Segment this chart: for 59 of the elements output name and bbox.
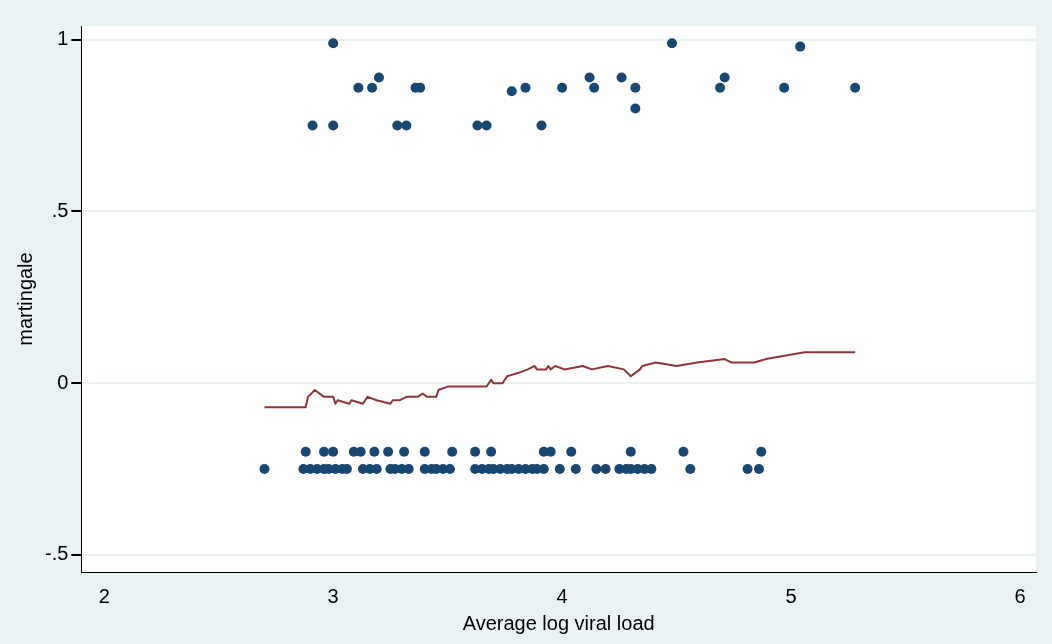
point bbox=[625, 446, 636, 457]
x-tick-label: 6 bbox=[1014, 584, 1026, 607]
point bbox=[753, 463, 764, 474]
point bbox=[616, 72, 627, 83]
point bbox=[369, 446, 380, 457]
point bbox=[715, 82, 726, 93]
y-tick-label: 1 bbox=[57, 27, 69, 50]
point bbox=[756, 446, 767, 457]
y-axis-title: martingale bbox=[13, 252, 36, 346]
x-tick-label: 2 bbox=[98, 584, 110, 607]
point bbox=[506, 86, 517, 97]
point bbox=[373, 72, 384, 83]
point bbox=[591, 463, 602, 474]
point bbox=[570, 463, 581, 474]
point bbox=[719, 72, 730, 83]
point bbox=[584, 72, 595, 83]
point bbox=[486, 446, 497, 457]
point bbox=[678, 446, 689, 457]
point bbox=[470, 446, 481, 457]
point bbox=[630, 82, 641, 93]
point bbox=[685, 463, 696, 474]
y-tick-label: 0 bbox=[57, 370, 69, 393]
point bbox=[328, 120, 339, 131]
point bbox=[481, 120, 492, 131]
point bbox=[259, 463, 270, 474]
point bbox=[307, 120, 318, 131]
point bbox=[367, 82, 378, 93]
point bbox=[554, 463, 565, 474]
x-axis-title: Average log viral load bbox=[462, 611, 655, 634]
point bbox=[589, 82, 600, 93]
point bbox=[447, 446, 458, 457]
point bbox=[328, 38, 339, 49]
point bbox=[419, 446, 430, 457]
point bbox=[319, 446, 330, 457]
point bbox=[472, 120, 483, 131]
x-tick-label: 4 bbox=[556, 584, 568, 607]
point bbox=[401, 120, 412, 131]
point bbox=[392, 120, 403, 131]
point bbox=[566, 446, 577, 457]
point bbox=[383, 446, 394, 457]
point bbox=[630, 103, 641, 114]
point bbox=[600, 463, 611, 474]
point bbox=[399, 446, 410, 457]
point bbox=[795, 41, 806, 52]
x-tick-label: 5 bbox=[785, 584, 797, 607]
point bbox=[300, 446, 311, 457]
point bbox=[520, 82, 531, 93]
point bbox=[646, 463, 657, 474]
point bbox=[742, 463, 753, 474]
x-tick-label: 3 bbox=[327, 584, 339, 607]
point bbox=[328, 446, 339, 457]
point bbox=[666, 38, 677, 49]
point bbox=[557, 82, 568, 93]
point bbox=[779, 82, 790, 93]
point bbox=[353, 82, 364, 93]
point bbox=[850, 82, 861, 93]
y-tick-label: -.5 bbox=[45, 542, 69, 565]
point bbox=[536, 120, 547, 131]
y-tick-label: .5 bbox=[51, 198, 69, 221]
